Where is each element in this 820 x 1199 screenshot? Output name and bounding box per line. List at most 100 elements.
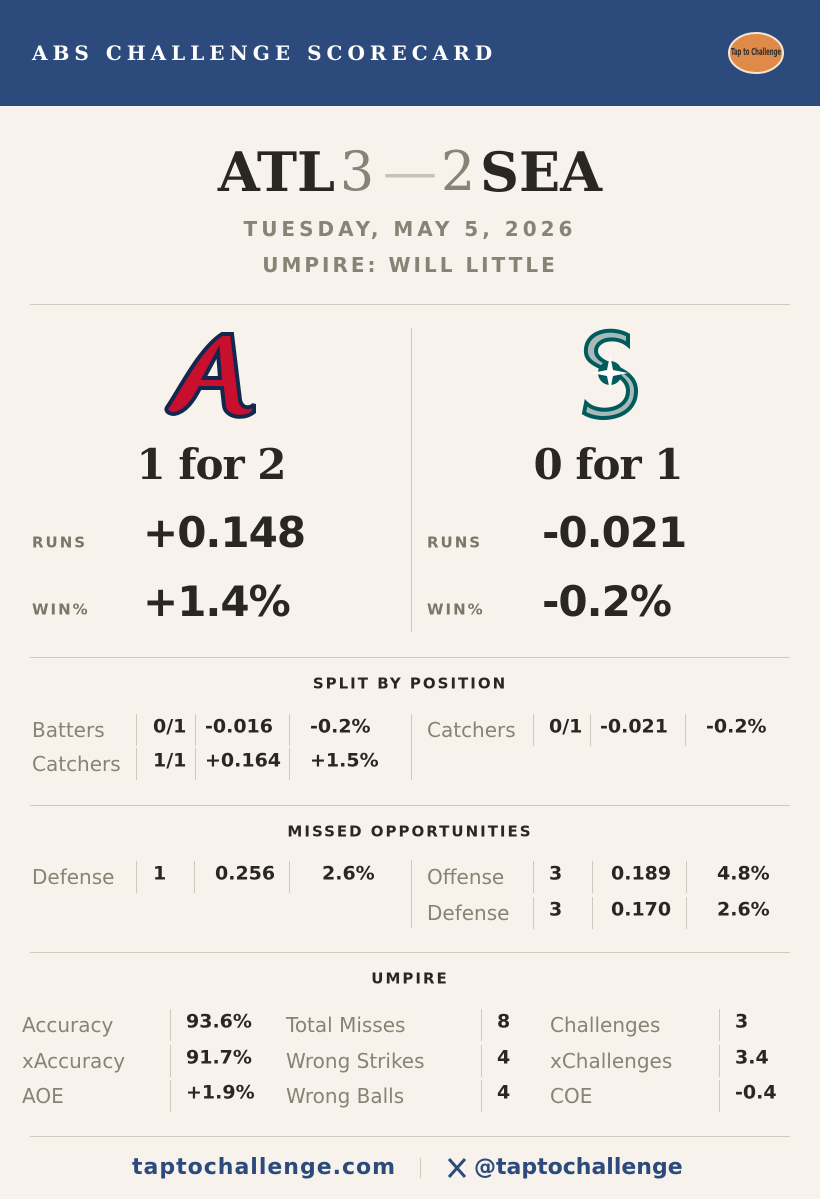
brand-logo: Tap to Challenge xyxy=(728,32,784,74)
divider xyxy=(289,748,290,780)
split-value: 1/1 xyxy=(153,749,187,772)
header-band xyxy=(0,0,820,106)
divider xyxy=(481,1044,482,1077)
divider xyxy=(136,861,137,893)
divider xyxy=(30,805,790,806)
divider xyxy=(30,657,790,658)
split-value: -0.016 xyxy=(205,715,273,738)
divider xyxy=(686,861,687,893)
umpire-label: COE xyxy=(550,1084,593,1108)
umpire-value: -0.4 xyxy=(735,1081,777,1104)
divider xyxy=(533,861,534,893)
section-title: UMPIRE xyxy=(371,969,449,988)
split-value: -0.2% xyxy=(310,715,371,738)
missed-value: 3 xyxy=(549,898,563,921)
x-icon xyxy=(447,1158,467,1178)
game-date: TUESDAY, MAY 5, 2026 xyxy=(243,217,577,241)
umpire-label: Wrong Balls xyxy=(286,1084,405,1108)
divider xyxy=(30,1136,790,1137)
missed-value: 0.256 xyxy=(215,862,276,885)
umpire-label: Wrong Strikes xyxy=(286,1048,425,1073)
missed-value: 1 xyxy=(153,862,167,885)
divider xyxy=(592,861,593,893)
missed-value: 2.6% xyxy=(322,862,375,885)
runs-value: -0.021 xyxy=(542,508,687,557)
split-value: -0.021 xyxy=(600,715,668,738)
missed-value: 0.189 xyxy=(611,862,672,885)
divider xyxy=(30,304,790,305)
split-label: Catchers xyxy=(427,718,516,742)
divider xyxy=(411,328,412,632)
divider xyxy=(289,714,290,746)
divider xyxy=(30,952,790,953)
umpire-label: AOE xyxy=(22,1084,64,1108)
runs-value: +0.148 xyxy=(143,508,306,557)
divider xyxy=(289,861,290,893)
missed-label: Defense xyxy=(32,865,115,889)
divider xyxy=(194,861,195,893)
runs-label: RUNS xyxy=(32,533,88,552)
split-value: 0/1 xyxy=(549,715,583,738)
runs-label: RUNS xyxy=(427,533,483,552)
split-value: +0.164 xyxy=(205,749,282,772)
divider xyxy=(685,714,686,746)
missed-value: 4.8% xyxy=(717,862,770,885)
split-value: 0/1 xyxy=(153,715,187,738)
divider xyxy=(411,714,412,780)
umpire-label: Accuracy xyxy=(22,1013,114,1037)
umpire-value: +1.9% xyxy=(186,1081,255,1104)
missed-value: 2.6% xyxy=(717,898,770,921)
win-label: WIN% xyxy=(32,600,90,619)
split-label: Catchers xyxy=(32,752,121,776)
umpire-label: xAccuracy xyxy=(22,1048,126,1073)
divider xyxy=(136,714,137,746)
divider xyxy=(719,1080,720,1112)
divider xyxy=(719,1044,720,1077)
umpire-value: 3.4 xyxy=(735,1046,769,1068)
divider xyxy=(719,1009,720,1041)
divider xyxy=(170,1080,171,1112)
umpire-label: Total Misses xyxy=(286,1013,406,1037)
umpire-value: 8 xyxy=(497,1010,511,1033)
umpire-value: 4 xyxy=(497,1081,511,1104)
divider xyxy=(533,897,534,929)
divider xyxy=(590,714,591,746)
away-team: ATL xyxy=(217,140,335,204)
section-title: MISSED OPPORTUNITIES xyxy=(287,822,533,841)
umpire-label: xChallenges xyxy=(550,1048,673,1073)
split-value: -0.2% xyxy=(706,715,767,738)
win-value: -0.2% xyxy=(542,577,672,626)
divider xyxy=(136,748,137,780)
missed-label: Offense xyxy=(427,865,505,889)
header-title: ABS CHALLENGE SCORECARD xyxy=(32,41,498,65)
divider xyxy=(420,1158,421,1178)
home-score: 2 xyxy=(440,140,476,203)
away-score: 3 xyxy=(339,140,375,203)
footer-handle: @taptochallenge xyxy=(474,1155,683,1180)
missed-label: Defense xyxy=(427,901,510,925)
brand-logo-text: Tap to Challenge xyxy=(731,47,781,58)
team-record: 1 for 2 xyxy=(136,440,287,489)
divider xyxy=(170,1044,171,1077)
umpire-label: Challenges xyxy=(550,1013,661,1037)
divider xyxy=(592,897,593,929)
umpire-value: 3 xyxy=(735,1010,749,1033)
footer-site: taptochallenge.com xyxy=(132,1155,397,1180)
section-title: SPLIT BY POSITION xyxy=(312,674,508,693)
score-dash: — xyxy=(383,140,437,203)
umpire-value: 91.7% xyxy=(186,1046,252,1068)
divider xyxy=(170,1009,171,1041)
divider xyxy=(533,714,534,746)
umpire-value: 4 xyxy=(497,1046,511,1068)
home-team: SEA xyxy=(480,140,603,204)
missed-value: 0.170 xyxy=(611,898,672,921)
divider xyxy=(195,714,196,746)
team-record: 0 for 1 xyxy=(533,440,684,489)
atl-logo xyxy=(164,332,256,419)
game-umpire: UMPIRE: WILL LITTLE xyxy=(262,253,558,277)
divider xyxy=(481,1009,482,1041)
missed-value: 3 xyxy=(549,862,563,885)
win-label: WIN% xyxy=(427,600,485,619)
divider xyxy=(195,748,196,780)
